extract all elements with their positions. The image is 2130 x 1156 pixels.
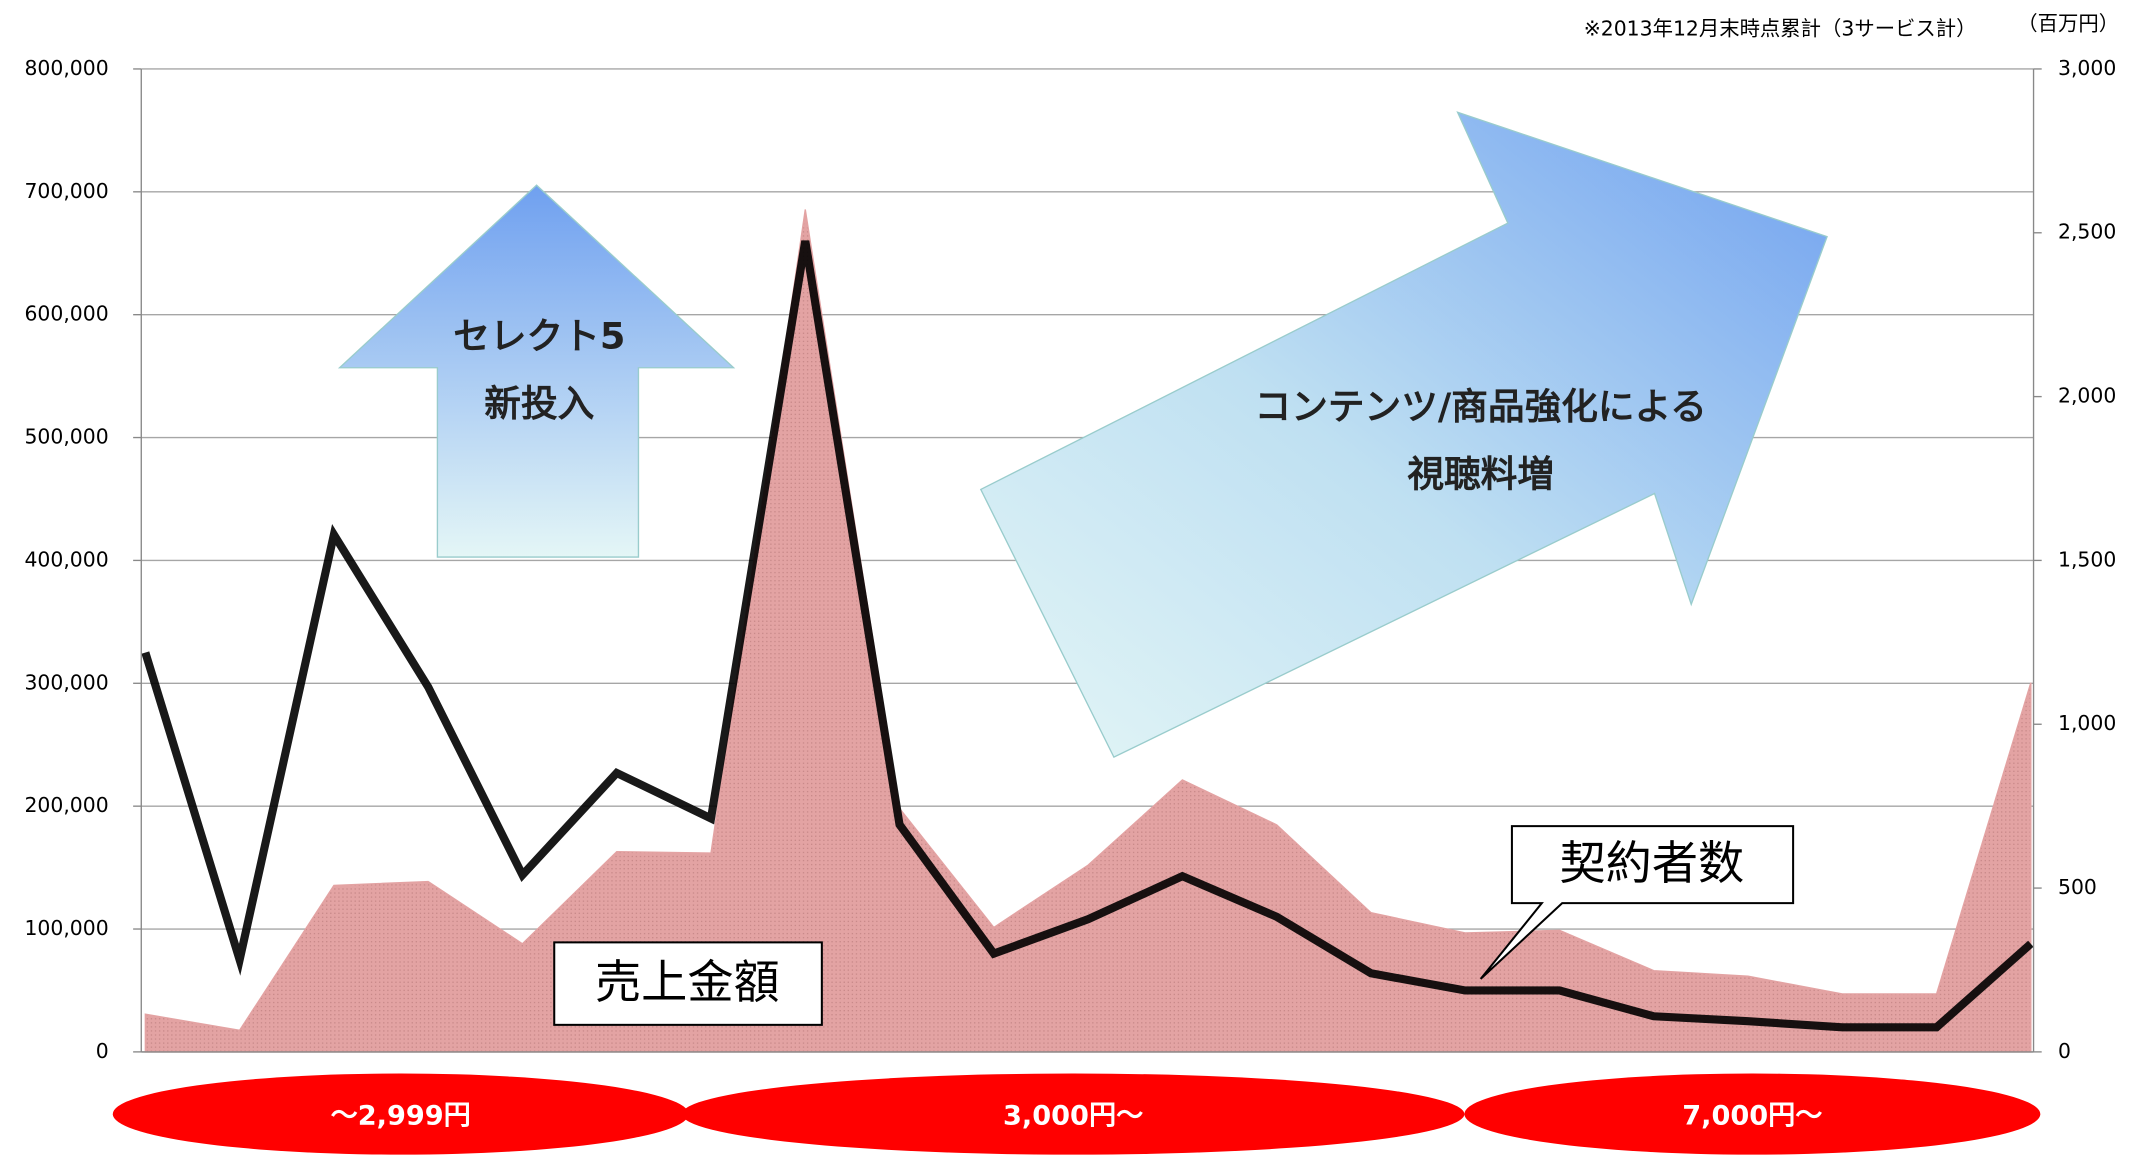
y-tick-label: 800,000: [24, 56, 108, 80]
price-band: [112, 1073, 689, 1155]
line: [141, 240, 2034, 1032]
y-tick-label: 700,000: [24, 179, 108, 203]
price-band-label: ～2,999円: [331, 1100, 471, 1131]
callout-box: [553, 941, 823, 1026]
arrow-text: 新投入: [484, 382, 594, 425]
y2-tick-label: 2,000: [2058, 384, 2116, 408]
y-tick-label: 200,000: [24, 793, 108, 817]
y2-tick-label: 1,500: [2058, 547, 2116, 571]
y2-axis-label: （百万円）: [2017, 11, 2119, 35]
price-band: [681, 1073, 1465, 1155]
note: ※2013年12月末時点累計（3サービス計）: [1584, 17, 1977, 41]
price-band: [1464, 1073, 2041, 1155]
arrow-text: コンテンツ/商品強化による: [1255, 385, 1707, 428]
y2-tick-label: 1,000: [2058, 711, 2116, 735]
arrow-text: セレクト5: [453, 315, 625, 358]
series-label: 売上金額: [595, 955, 780, 1009]
up-arrow: [337, 184, 736, 558]
price-band-label: 3,000円～: [1003, 1100, 1143, 1131]
y-tick-label: 500,000: [24, 425, 108, 449]
series-label: 契約者数: [1559, 836, 1744, 890]
area: [144, 209, 2032, 1053]
y2-tick-label: 2,500: [2058, 220, 2116, 244]
y2-tick-label: 0: [2058, 1039, 2071, 1063]
y-tick-label: 400,000: [24, 547, 108, 571]
right-arrow: [979, 111, 1828, 759]
y2-tick-label: 3,000: [2058, 56, 2116, 80]
y2-tick-label: 500: [2058, 875, 2097, 899]
arrow-text: 視聴料増: [1407, 452, 1554, 495]
y-tick-label: 0: [96, 1039, 109, 1063]
callout-box: [1479, 825, 1795, 980]
y-tick-label: 100,000: [24, 916, 108, 940]
y-tick-label: 300,000: [24, 670, 108, 694]
y-tick-label: 600,000: [24, 302, 108, 326]
price-band-label: 7,000円～: [1682, 1100, 1822, 1131]
